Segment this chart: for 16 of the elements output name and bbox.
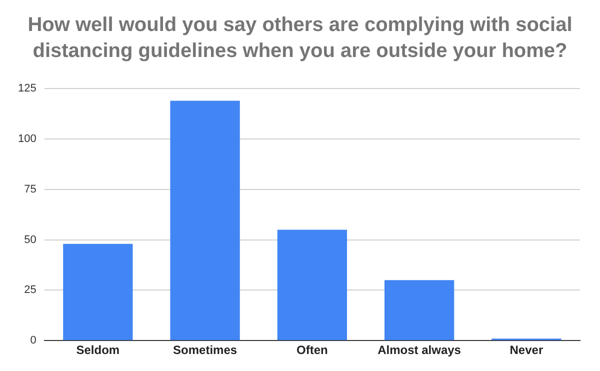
x-tick-label: Sometimes	[173, 343, 238, 358]
y-tick-label: 100	[18, 133, 36, 146]
x-tick-label: Almost always	[378, 343, 462, 358]
y-tick-label: 50	[24, 234, 36, 246]
x-tick-label: Seldom	[76, 343, 120, 358]
y-tick-label: 0	[30, 334, 36, 347]
bar	[384, 280, 454, 340]
bar	[63, 244, 133, 340]
y-tick-label: 75	[24, 183, 36, 196]
y-tick-label: 125	[18, 82, 36, 95]
x-tick-label: Never	[510, 343, 544, 358]
bar	[170, 100, 240, 340]
chart-title: How well would you say others are complying with social distancing guidelines when you are outside your home?	[26, 13, 574, 64]
x-tick-label: Often	[296, 343, 328, 358]
bar	[277, 230, 347, 340]
y-tick-label: 25	[24, 284, 36, 296]
